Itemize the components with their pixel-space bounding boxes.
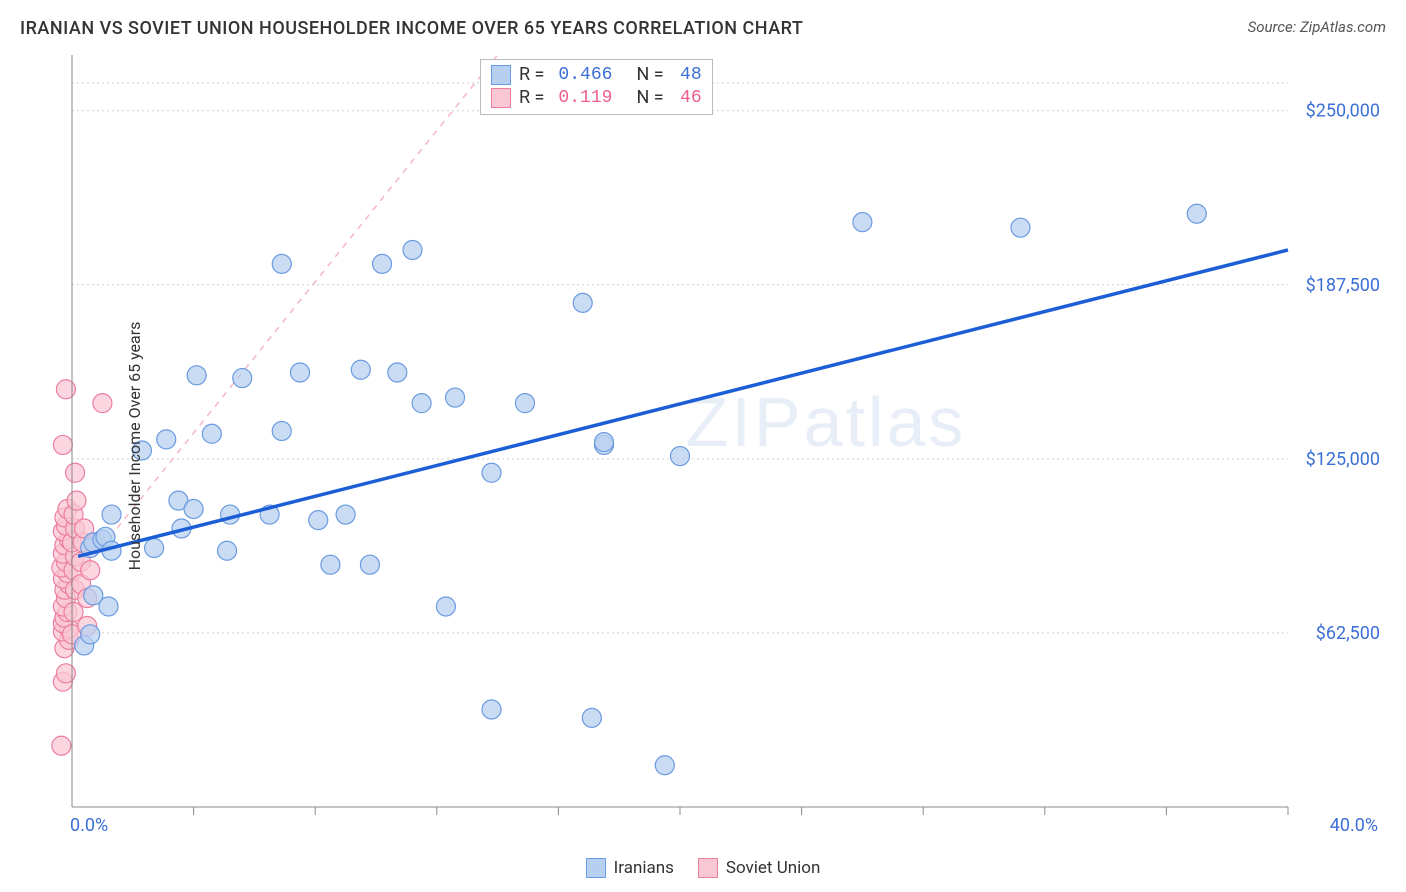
n-value-blue: 48 bbox=[672, 65, 702, 85]
legend-label-blue: Iranians bbox=[614, 858, 674, 878]
svg-text:$125,000: $125,000 bbox=[1306, 449, 1380, 470]
r-value-blue: 0.466 bbox=[552, 65, 612, 85]
swatch-blue-icon bbox=[491, 65, 511, 85]
plot-area: Householder Income Over 65 years $62,500… bbox=[50, 55, 1388, 837]
r-label: R = bbox=[519, 64, 544, 85]
scatter-chart: $62,500 $125,000 $187,500 $250,000 ZIPatlas 0… bbox=[50, 55, 1388, 837]
legend-item-blue: Iranians bbox=[586, 858, 674, 878]
svg-text:$62,500: $62,500 bbox=[1316, 623, 1380, 644]
svg-text:ZIPatlas: ZIPatlas bbox=[686, 383, 967, 461]
swatch-blue-icon bbox=[586, 858, 606, 878]
source-label: Source: ZipAtlas.com bbox=[1248, 18, 1386, 36]
swatch-pink-icon bbox=[491, 88, 511, 108]
stats-row-pink: R = 0.119 N = 46 bbox=[491, 87, 702, 108]
n-label: N = bbox=[636, 87, 663, 108]
svg-text:0.0%: 0.0% bbox=[70, 815, 108, 836]
title-bar: IRANIAN VS SOVIET UNION HOUSEHOLDER INCO… bbox=[20, 18, 1386, 39]
svg-text:$250,000: $250,000 bbox=[1306, 101, 1380, 122]
r-label: R = bbox=[519, 87, 544, 108]
r-value-pink: 0.119 bbox=[552, 88, 612, 108]
y-axis-label: Householder Income Over 65 years bbox=[125, 322, 144, 571]
legend-item-pink: Soviet Union bbox=[698, 858, 820, 878]
chart-title: IRANIAN VS SOVIET UNION HOUSEHOLDER INCO… bbox=[20, 18, 803, 39]
stats-row-blue: R = 0.466 N = 48 bbox=[491, 64, 702, 85]
n-value-pink: 46 bbox=[672, 88, 702, 108]
svg-text:$187,500: $187,500 bbox=[1306, 275, 1380, 296]
stats-box: R = 0.466 N = 48 R = 0.119 N = 46 bbox=[480, 59, 713, 115]
n-label: N = bbox=[636, 64, 663, 85]
bottom-legend: Iranians Soviet Union bbox=[0, 858, 1406, 878]
legend-label-pink: Soviet Union bbox=[726, 858, 820, 878]
swatch-pink-icon bbox=[698, 858, 718, 878]
svg-text:40.0%: 40.0% bbox=[1330, 815, 1378, 836]
